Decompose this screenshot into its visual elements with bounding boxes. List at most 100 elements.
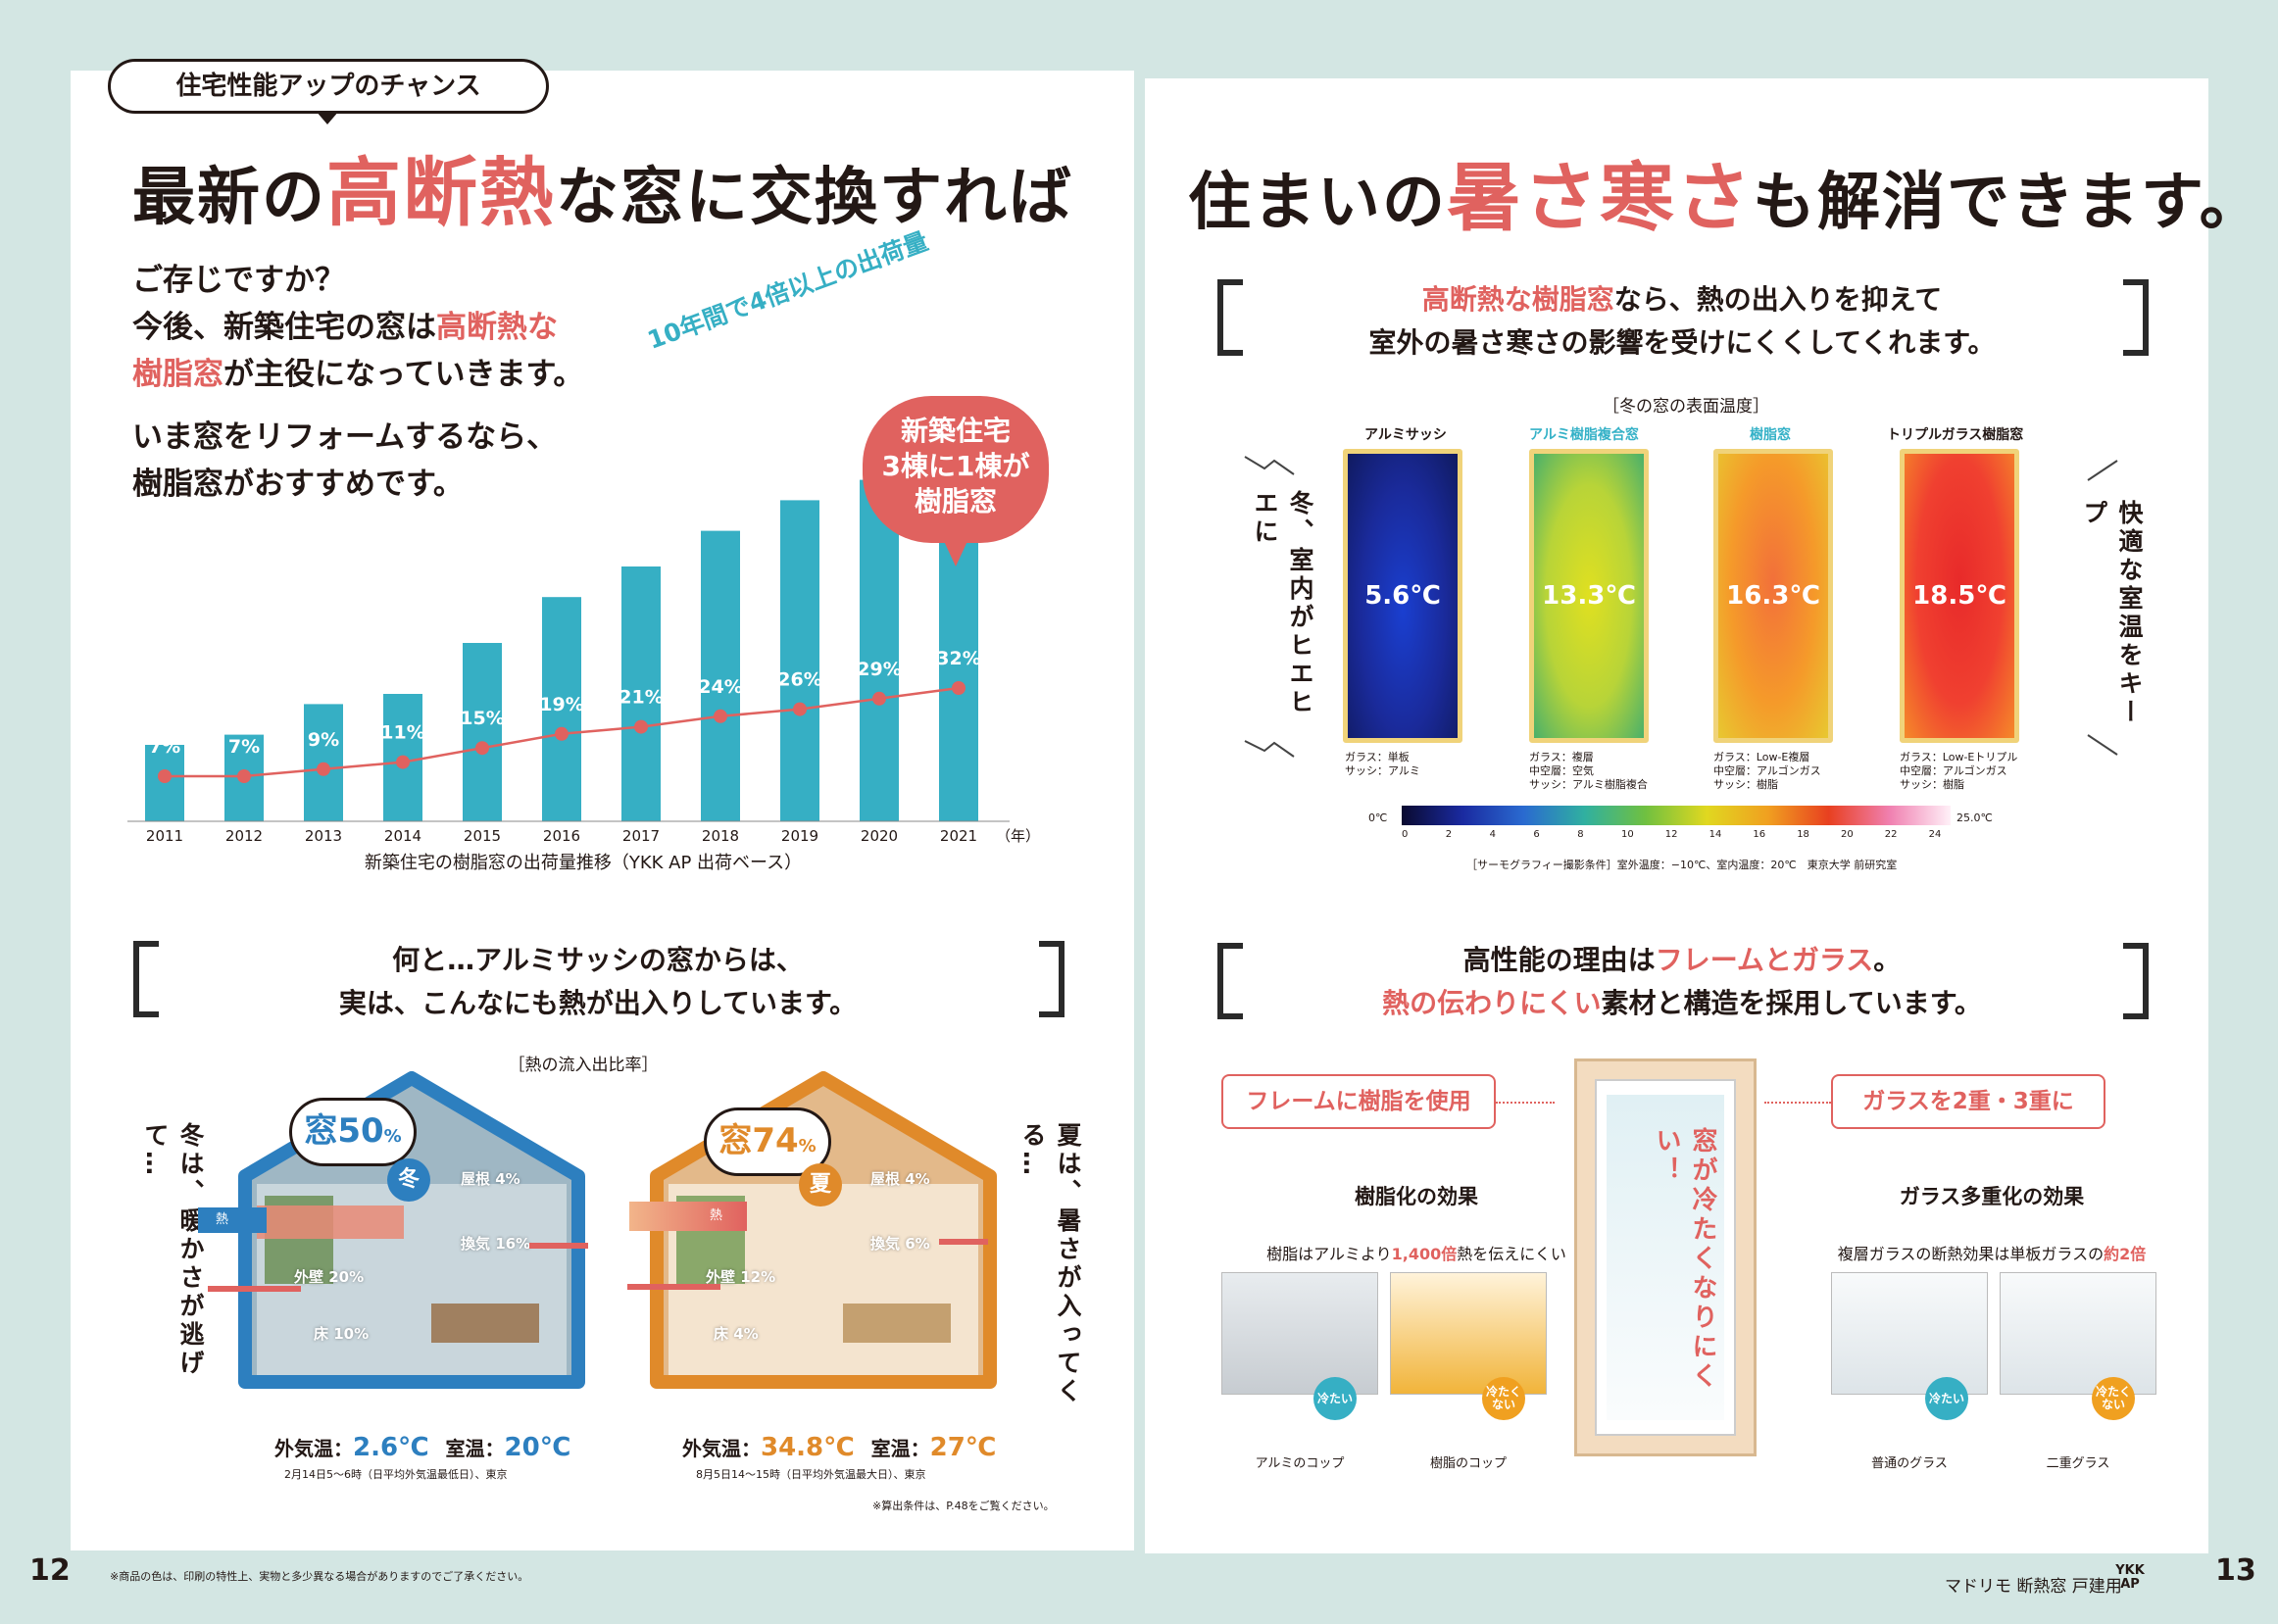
share-label-2017: 21% bbox=[619, 687, 663, 709]
share-label-2021: 32% bbox=[936, 648, 980, 669]
summer-vent-arrow bbox=[939, 1239, 988, 1245]
intro-text: ご存じですか？ 今後、新築住宅の窓は高断熱な 樹脂窓が主役になっていきます。 い… bbox=[132, 263, 584, 502]
scale-tick: 8 bbox=[1577, 829, 1584, 840]
winter-vent: 換気 16% bbox=[461, 1235, 531, 1253]
double-glass-label: 二重グラス bbox=[2046, 1456, 2110, 1471]
warm-side-text: 快適な室温をキープ bbox=[2080, 500, 2144, 727]
scale-max: 25.0℃ bbox=[1956, 812, 1993, 824]
summer-badge: 夏 bbox=[799, 1163, 842, 1206]
scale-min: 0℃ bbox=[1368, 812, 1388, 824]
summer-vent: 換気 6% bbox=[870, 1235, 930, 1253]
spec-triple: ガラス：Low-Eトリプル 中空層：アルゴンガス サッシ：樹脂 bbox=[1900, 751, 2018, 791]
scale-tick: 0 bbox=[1402, 829, 1409, 840]
right-title: 住まいの暑さ寒さも解消できます。 bbox=[1188, 154, 2264, 241]
winter-temp: 外気温：2.6℃ 室温：20℃ bbox=[274, 1433, 571, 1462]
page-number-left: 12 bbox=[29, 1553, 71, 1588]
glass-pill: ガラスを2重・3重に bbox=[1831, 1074, 2105, 1129]
share-label-2016: 19% bbox=[539, 694, 583, 715]
share-point-2012 bbox=[237, 769, 251, 783]
scale-tick: 24 bbox=[1928, 829, 1942, 840]
bar-2016 bbox=[542, 597, 581, 821]
badge-tail bbox=[316, 111, 339, 124]
summer-roof: 屋根 4% bbox=[870, 1170, 930, 1188]
normal-glass-label: 普通のグラス bbox=[1871, 1456, 1948, 1471]
color-scale bbox=[1402, 806, 1951, 825]
thermo-subtitle: ［冬の窓の表面温度］ bbox=[1603, 397, 1769, 417]
year-2013: 2013 bbox=[305, 827, 342, 845]
summer-side-text: 夏は、暑さが入ってくる… bbox=[1018, 1122, 1082, 1406]
window-name-composite: アルミ樹脂複合窓 bbox=[1529, 427, 1639, 443]
scale-tick: 12 bbox=[1664, 829, 1678, 840]
normal-glass-image bbox=[1831, 1272, 1988, 1395]
summer-heat-arrow: 熱 bbox=[629, 1202, 747, 1231]
year-2018: 2018 bbox=[702, 827, 739, 845]
scale-tick: 10 bbox=[1621, 829, 1634, 840]
bar-2015 bbox=[463, 643, 502, 821]
share-bubble: 新築住宅 3棟に1棟が 樹脂窓 bbox=[863, 396, 1049, 543]
scale-tick: 14 bbox=[1708, 829, 1722, 840]
bracket-left-3 bbox=[1217, 943, 1243, 1019]
year-2011: 2011 bbox=[146, 827, 183, 845]
resin-cup-image bbox=[1390, 1272, 1547, 1395]
double-glass-image bbox=[2000, 1272, 2156, 1395]
calc-note: ※算出条件は、P.48をご覧ください。 bbox=[872, 1500, 1055, 1512]
year-2019: 2019 bbox=[781, 827, 818, 845]
scale-tick: 16 bbox=[1753, 829, 1766, 840]
share-label-2020: 29% bbox=[857, 659, 901, 680]
summer-temp: 外気温：34.8℃ 室温：27℃ bbox=[682, 1433, 997, 1462]
thermo-conditions: ［サーモグラフィー撮影条件］室外温度：−10℃、室内温度：20℃ 東京大学 前研… bbox=[1466, 859, 1898, 871]
bracket-right-2 bbox=[2123, 279, 2149, 356]
scale-tick: 18 bbox=[1797, 829, 1809, 840]
share-label-2015: 15% bbox=[460, 708, 504, 729]
year-2020: 2020 bbox=[861, 827, 898, 845]
side-deco bbox=[1244, 456, 2118, 758]
aluminum-cup-badge: 冷たい bbox=[1313, 1377, 1357, 1420]
share-point-2021 bbox=[952, 681, 966, 695]
winter-roof: 屋根 4% bbox=[461, 1170, 520, 1188]
winter-wall-arrow bbox=[208, 1286, 301, 1292]
footer-note: ※商品の色は、印刷の特性上、実物と多少異なる場合がありますのでご了承ください。 bbox=[110, 1570, 529, 1583]
bracket-right-3 bbox=[2123, 943, 2149, 1019]
bracket-left-2 bbox=[1217, 279, 1243, 356]
badge: 住宅性能アップのチャンス bbox=[108, 59, 549, 114]
share-point-2013 bbox=[317, 762, 330, 776]
winter-wall: 外壁 20% bbox=[294, 1268, 365, 1286]
resin-effect-desc: 樹脂はアルミより1,400倍熱を伝えにくい bbox=[1266, 1245, 1566, 1263]
double-glass-badge: 冷たくない bbox=[2092, 1377, 2135, 1420]
share-point-2018 bbox=[714, 709, 727, 723]
share-point-2016 bbox=[555, 726, 569, 741]
share-label-2013: 9% bbox=[308, 729, 339, 751]
share-point-2011 bbox=[158, 769, 172, 783]
winter-vent-arrow bbox=[529, 1243, 588, 1249]
summer-wall: 外壁 12% bbox=[706, 1268, 776, 1286]
bracket-left bbox=[133, 941, 159, 1017]
window-name-triple: トリプルガラス樹脂窓 bbox=[1887, 427, 2024, 443]
flow-subtitle: ［熱の流入出比率］ bbox=[508, 1056, 659, 1075]
summer-floor: 床 4% bbox=[714, 1325, 759, 1343]
window-vertical-text: 窓が冷たくなりにくい！ bbox=[1652, 1127, 1717, 1392]
scale-ticks: 0 2 4 6 8 10 12 14 16 18 20 22 24 bbox=[1402, 829, 1951, 845]
scale-tick: 20 bbox=[1841, 829, 1854, 840]
aluminum-cup-image bbox=[1221, 1272, 1378, 1395]
window-name-aluminum: アルミサッシ bbox=[1364, 427, 1447, 443]
normal-glass-badge: 冷たい bbox=[1925, 1377, 1968, 1420]
year-2021: 2021 bbox=[940, 827, 977, 845]
glass-connector bbox=[1764, 1102, 1831, 1104]
thermo-aluminum: 5.6℃ bbox=[1343, 449, 1462, 743]
bracket-right bbox=[1039, 941, 1065, 1017]
left-title: 最新の高断熱な窓に交換すれば bbox=[132, 149, 1073, 236]
share-point-2015 bbox=[475, 741, 489, 756]
bar-2018 bbox=[701, 530, 740, 821]
year-2015: 2015 bbox=[464, 827, 501, 845]
resin-cup-label: 樹脂のコップ bbox=[1429, 1456, 1507, 1471]
share-point-2014 bbox=[396, 755, 410, 769]
frame-pill: フレームに樹脂を使用 bbox=[1221, 1074, 1496, 1129]
glass-effect-title: ガラス多重化の効果 bbox=[1899, 1185, 2085, 1208]
scale-tick: 22 bbox=[1884, 829, 1898, 840]
share-label-2011: 7% bbox=[149, 736, 180, 758]
winter-badge: 冬 bbox=[387, 1158, 430, 1202]
share-label-2012: 7% bbox=[228, 736, 260, 758]
share-label-2018: 24% bbox=[698, 676, 742, 698]
bar-2020 bbox=[860, 479, 899, 821]
share-label-2019: 26% bbox=[777, 669, 821, 691]
